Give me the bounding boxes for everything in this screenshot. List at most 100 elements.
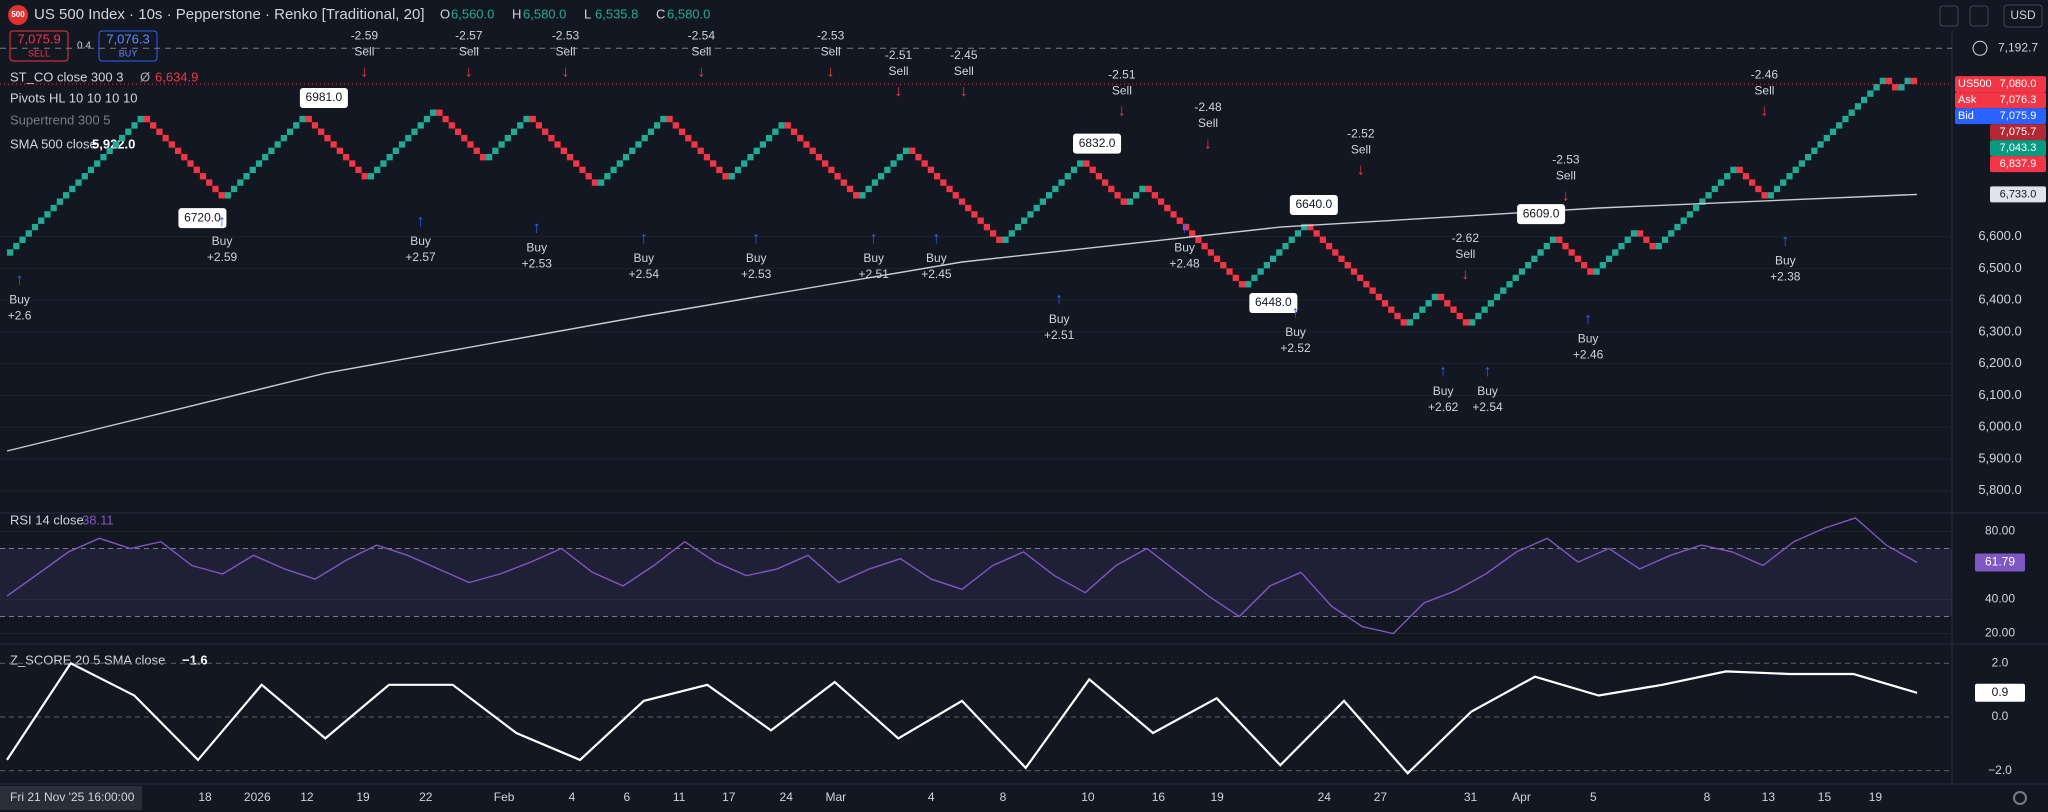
legend-pivots: Pivots HL 10 10 10 10: [10, 90, 137, 105]
renko-brick: [1126, 198, 1134, 205]
buy-label: Buy: [746, 251, 767, 265]
renko-brick: [118, 134, 126, 142]
pivot-box: [1517, 204, 1566, 225]
renko-brick: [585, 173, 592, 180]
renko-brick: [1294, 230, 1302, 237]
renko-brick: [1164, 204, 1171, 212]
renko-brick: [1176, 217, 1183, 224]
legend-st-co-value: 6,634.9: [155, 69, 198, 84]
sell-label: Sell: [1351, 142, 1371, 156]
pivot-label: 6448.0: [1255, 295, 1292, 309]
buy-label: Buy: [9, 293, 30, 307]
renko-brick: [1549, 236, 1557, 243]
renko-brick: [815, 154, 823, 161]
renko-brick: [616, 160, 623, 167]
renko-brick: [1045, 192, 1053, 199]
renko-brick: [535, 122, 543, 129]
sell-label: Sell: [459, 44, 479, 58]
price-tag: [1990, 156, 2046, 173]
sell-value: -2.52: [1347, 126, 1375, 140]
rsi-band: [0, 548, 1952, 617]
renko-brick: [1406, 319, 1414, 326]
renko-brick: [1325, 242, 1333, 250]
renko-brick: [448, 122, 455, 129]
renko-brick: [1798, 160, 1806, 167]
sell-arrow: ↓: [465, 63, 473, 80]
renko-brick: [1537, 249, 1544, 256]
price-tag: [1990, 186, 2046, 203]
renko-brick: [1593, 268, 1600, 275]
buy-label: Buy: [212, 234, 233, 248]
renko-brick: [1618, 242, 1625, 250]
renko-brick: [1823, 134, 1830, 142]
price-tag-label: 7,075.7: [2000, 126, 2037, 138]
legend-st-co: ST_CO close 300 3: [10, 69, 123, 84]
price-tag-label: 7,076.3: [2000, 94, 2037, 106]
renko-brick: [1394, 312, 1401, 320]
icon-button[interactable]: [1939, 5, 1959, 27]
renko-brick: [268, 147, 275, 155]
renko-brick: [871, 179, 879, 186]
renko-brick: [647, 128, 655, 135]
renko-brick: [1612, 249, 1619, 256]
last-value-label: 0.9: [1992, 685, 2009, 699]
renko-brick: [1182, 223, 1190, 231]
renko-brick: [542, 128, 549, 135]
x-tick-label: 22: [419, 790, 433, 804]
renko-brick: [1120, 198, 1127, 205]
renko-brick: [921, 160, 928, 167]
x-tick-label: Apr: [1512, 790, 1531, 804]
buy-arrow: ↑: [1484, 363, 1492, 380]
sell-arrow: ↓: [1760, 103, 1768, 120]
last-value-label: 61.79: [1985, 555, 2015, 569]
renko-brick: [865, 185, 872, 193]
icon-button[interactable]: [1969, 5, 1989, 27]
buy-value: +2.48: [1169, 256, 1200, 270]
renko-brick: [703, 154, 711, 161]
settings-icon[interactable]: [2013, 791, 2027, 805]
legend-st-co-symbol: Ø: [140, 69, 150, 84]
renko-brick: [1319, 236, 1326, 243]
buy-arrow: ↑: [932, 230, 940, 247]
renko-brick: [1008, 230, 1015, 237]
pivot-label: 6832.0: [1079, 136, 1116, 150]
price-tag: [1990, 140, 2046, 157]
renko-brick: [1481, 306, 1488, 313]
currency-button[interactable]: [2003, 4, 2043, 28]
renko-brick: [374, 166, 381, 174]
renko-brick: [685, 134, 692, 142]
renko-brick: [1568, 249, 1575, 256]
buy-button[interactable]: [98, 30, 158, 62]
buy-price: 7,076.3: [106, 31, 149, 46]
renko-brick: [766, 134, 773, 142]
ohlc-value: 6,535.8: [595, 6, 638, 21]
sell-button[interactable]: [9, 30, 69, 62]
renko-brick: [255, 160, 263, 167]
renko-brick: [405, 134, 412, 142]
renko-brick: [573, 160, 580, 167]
renko-brick: [697, 147, 704, 155]
renko-brick: [106, 147, 113, 155]
pivot-box: [1249, 292, 1298, 313]
sell-label: Sell: [821, 44, 841, 58]
renko-brick: [753, 147, 760, 155]
cursor-label: 7,192.7: [1998, 40, 2038, 54]
renko-brick: [965, 204, 972, 212]
renko-brick: [909, 147, 916, 155]
renko-brick: [1077, 160, 1084, 167]
renko-brick: [492, 147, 499, 155]
renko-brick: [859, 192, 866, 199]
x-tick-label: 15: [1818, 790, 1832, 804]
sell-label: Sell: [555, 44, 575, 58]
renko-brick: [610, 166, 617, 174]
sell-value: -2.51: [885, 48, 913, 62]
sell-label: Sell: [691, 44, 711, 58]
last-value-tag: [1975, 683, 2025, 702]
renko-brick: [710, 160, 717, 167]
renko-brick: [1674, 223, 1681, 231]
buy-value: +2.6: [8, 309, 32, 323]
pivot-box: [178, 208, 227, 229]
time-first: Fri 21 Nov '25 16:00:00: [10, 790, 135, 804]
renko-brick: [243, 173, 250, 180]
